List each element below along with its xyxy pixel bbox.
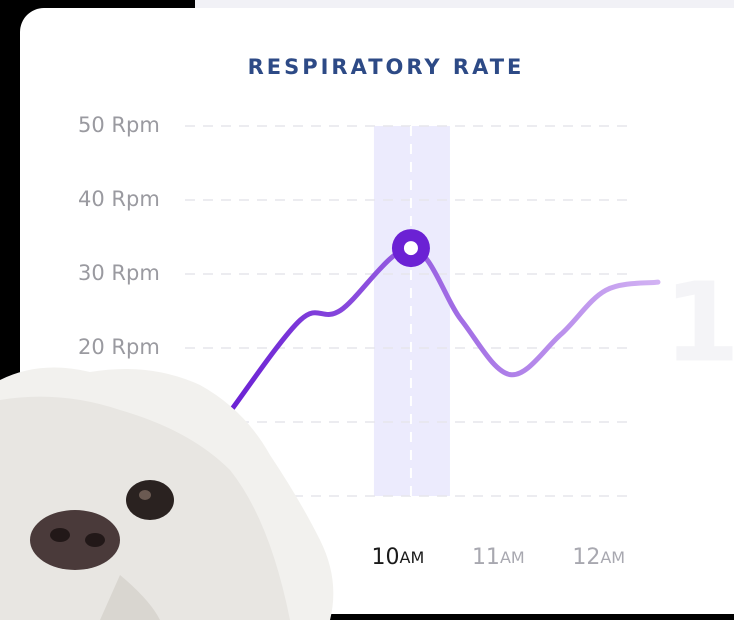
x-tick-label: 10AM (372, 545, 425, 570)
y-tick-label: 20 Rpm (78, 335, 160, 359)
y-tick-label: 50 Rpm (78, 113, 160, 137)
screen: 1 RESPIRATORY RATE 0 Rpm10 Rpm20 Rpm30 R… (0, 0, 734, 620)
selected-point-center (404, 241, 418, 255)
y-tick-label: 30 Rpm (78, 261, 160, 285)
y-tick-label: 40 Rpm (78, 187, 160, 211)
x-tick-label: 12AM (572, 545, 625, 570)
background-text: 1 (663, 258, 734, 386)
x-tick-label: 11AM (472, 545, 525, 570)
page: {"chart_data": {"type": "line", "title":… (0, 0, 734, 620)
chart-title: RESPIRATORY RATE (248, 55, 525, 79)
